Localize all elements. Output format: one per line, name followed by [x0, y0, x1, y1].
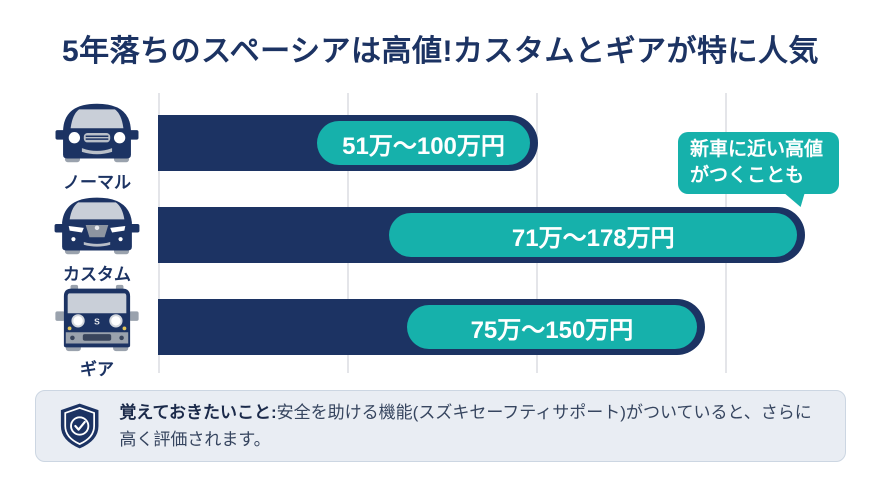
category-normal: ノーマル — [42, 100, 152, 193]
callout-line1: 新車に近い高値 — [690, 139, 824, 160]
shield-check-icon — [60, 403, 99, 449]
normal-car-icon — [55, 103, 139, 163]
category-custom: カスタム — [42, 192, 152, 285]
value-label-custom: 71万〜178万円 — [511, 224, 675, 252]
value-pill-gear: 75万〜150万円 — [407, 305, 697, 349]
page-title: 5年落ちのスペーシアは高値!カスタムとギアが特に人気 — [62, 35, 819, 68]
value-pill-normal: 51万〜100万円 — [317, 121, 530, 165]
category-label-custom: カスタム — [63, 265, 131, 284]
gear-car-icon: S — [55, 284, 139, 352]
value-label-normal: 51万〜100万円 — [342, 132, 505, 160]
value-label-gear: 75万〜150万円 — [470, 316, 634, 344]
svg-text:S: S — [94, 317, 100, 327]
plot-area: 51万〜100万円 71万〜178万円 75万〜150万円 — [158, 93, 845, 373]
note-box: 覚えておきたいこと:安全を助ける機能(スズキセーフティサポート)がついていると、… — [35, 390, 846, 462]
bar-gear: 75万〜150万円 — [158, 299, 705, 355]
bar-custom: 71万〜178万円 — [158, 207, 806, 263]
category-label-normal: ノーマル — [63, 173, 131, 192]
custom-car-icon — [54, 197, 140, 255]
callout-line2: がつくことも — [690, 165, 805, 186]
callout-bubble: 新車に近い高値 がつくことも — [678, 132, 839, 207]
value-pill-custom: 71万〜178万円 — [389, 213, 798, 257]
bar-normal: 51万〜100万円 — [158, 115, 538, 171]
category-gear: S ギア — [42, 283, 152, 380]
category-label-gear: ギア — [80, 360, 114, 379]
note-body: 安全を助ける機能(スズキセーフティサポート)がついていると、さらに高く評価されま… — [119, 403, 812, 449]
note-text: 覚えておきたいこと:安全を助ける機能(スズキセーフティサポート)がついていると、… — [119, 399, 823, 453]
note-heading: 覚えておきたいこと: — [119, 403, 277, 422]
